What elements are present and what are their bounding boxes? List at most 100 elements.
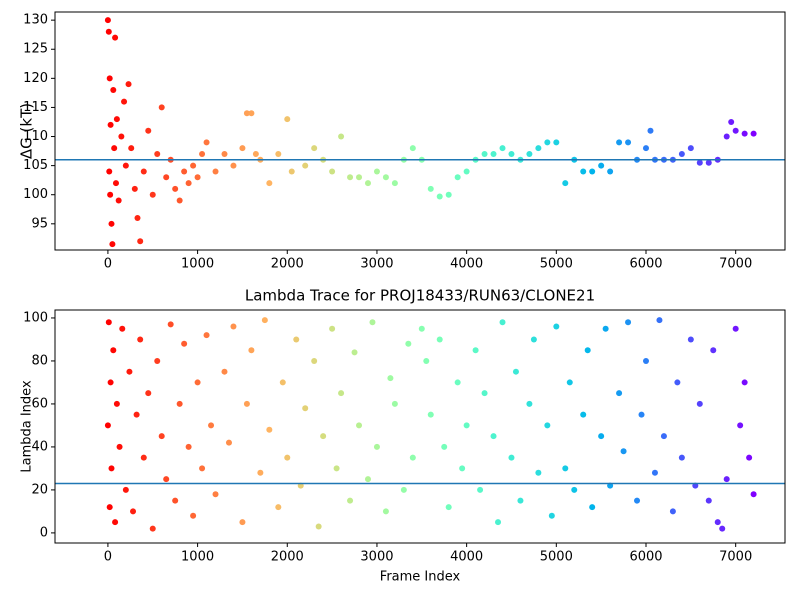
point — [696, 159, 703, 166]
point — [176, 197, 183, 204]
y-tick-label: 20 — [31, 482, 48, 497]
point — [137, 238, 144, 245]
point — [364, 180, 371, 187]
point — [445, 504, 452, 511]
point — [499, 145, 506, 152]
point — [110, 347, 117, 354]
point — [302, 405, 309, 412]
point — [338, 390, 345, 397]
point — [111, 145, 118, 152]
point — [333, 465, 340, 472]
point — [535, 469, 542, 476]
point — [199, 150, 206, 157]
y-tick-label: 100 — [23, 310, 48, 325]
point — [275, 504, 282, 511]
point — [172, 497, 179, 504]
point — [714, 519, 721, 526]
point — [436, 336, 443, 343]
point — [423, 357, 430, 364]
point — [391, 400, 398, 407]
point — [620, 448, 627, 455]
point — [239, 519, 246, 526]
point — [112, 180, 119, 187]
point — [580, 168, 587, 175]
point — [705, 159, 712, 166]
point — [647, 127, 654, 134]
point — [741, 130, 748, 137]
point — [284, 454, 291, 461]
point — [185, 180, 192, 187]
point — [535, 145, 542, 152]
point — [517, 497, 524, 504]
point — [163, 476, 170, 483]
point — [185, 443, 192, 450]
point — [112, 34, 119, 41]
point — [137, 336, 144, 343]
point — [737, 422, 744, 429]
point — [741, 379, 748, 386]
point — [418, 325, 425, 332]
point — [723, 476, 730, 483]
point — [311, 145, 318, 152]
point — [145, 390, 152, 397]
point — [427, 185, 434, 192]
point — [651, 469, 658, 476]
point — [696, 400, 703, 407]
x-tick-label: 5000 — [540, 550, 573, 565]
y-tick-label: 100 — [23, 187, 48, 202]
point — [108, 220, 115, 227]
point — [181, 168, 188, 175]
point — [382, 174, 389, 181]
y-tick-label: 115 — [23, 100, 48, 115]
x-tick-label: 2000 — [271, 550, 304, 565]
y-tick-label: 110 — [23, 129, 48, 144]
point — [607, 168, 614, 175]
point — [526, 400, 533, 407]
point — [225, 439, 232, 446]
point — [239, 145, 246, 152]
point — [589, 504, 596, 511]
point — [131, 185, 138, 192]
point — [338, 133, 345, 140]
point — [642, 145, 649, 152]
point — [154, 150, 161, 157]
point — [104, 17, 111, 24]
point — [121, 98, 128, 105]
point — [405, 340, 412, 347]
point — [140, 454, 147, 461]
point — [194, 379, 201, 386]
x-tick-label: 7000 — [719, 257, 752, 272]
point — [106, 168, 113, 175]
point — [315, 523, 322, 530]
point — [427, 411, 434, 418]
point — [490, 150, 497, 157]
point — [320, 433, 327, 440]
point — [106, 504, 113, 511]
point — [158, 104, 165, 111]
y-axis-label: ΔG (kT) — [18, 103, 36, 159]
point — [126, 368, 133, 375]
point — [212, 168, 219, 175]
point — [562, 180, 569, 187]
point — [732, 325, 739, 332]
point — [221, 368, 228, 375]
point — [625, 319, 632, 326]
point — [194, 174, 201, 181]
point — [107, 191, 114, 198]
point — [118, 133, 125, 140]
point — [369, 319, 376, 326]
x-tick-label: 2000 — [271, 257, 304, 272]
point — [602, 325, 609, 332]
point — [441, 443, 448, 450]
x-tick-label: 1000 — [181, 550, 214, 565]
point — [181, 340, 188, 347]
point — [128, 145, 135, 152]
point — [409, 145, 416, 152]
point — [212, 491, 219, 498]
x-tick-label: 7000 — [719, 550, 752, 565]
y-tick-label: 120 — [23, 71, 48, 86]
point — [248, 110, 255, 117]
point — [553, 139, 560, 146]
x-tick-label: 1000 — [181, 257, 214, 272]
point — [104, 422, 111, 429]
